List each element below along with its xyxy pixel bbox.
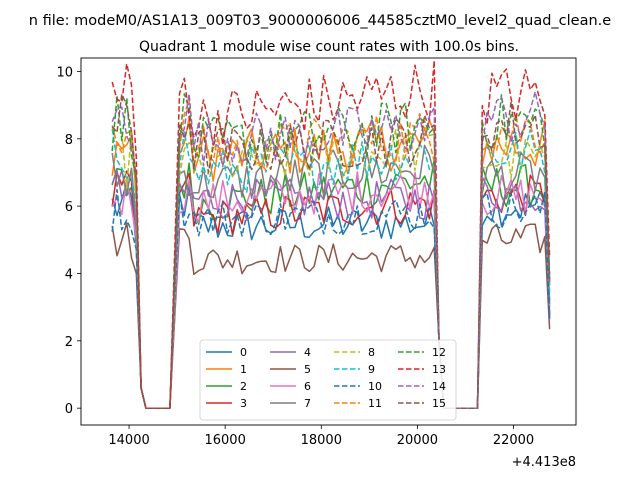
series-line-15 [111,93,551,409]
legend-label-1: 1 [240,363,247,376]
y-tick-label: 0 [65,402,73,417]
y-tick-label: 10 [56,65,73,80]
x-offset-label: +4.413e8 [512,455,576,470]
legend-label-8: 8 [368,346,375,359]
legend-label-0: 0 [240,346,247,359]
legend-label-3: 3 [240,397,247,410]
series-line-10 [111,188,551,409]
legend-label-7: 7 [304,397,311,410]
series-layer [111,59,551,409]
legend-label-4: 4 [304,346,311,359]
y-tick-label: 2 [65,335,73,350]
legend-label-2: 2 [240,380,247,393]
chart-title: Quadrant 1 module wise count rates with … [139,39,519,55]
axes-frame [80,57,577,426]
legend-label-12: 12 [432,346,446,359]
legend-label-14: 14 [432,380,446,393]
y-tick-label: 6 [65,200,73,215]
legend-label-6: 6 [304,380,311,393]
x-tick-label: 18000 [301,433,342,448]
x-tick-label: 20000 [397,433,438,448]
x-tick-label: 16000 [204,433,245,448]
chart-suptitle: n file: modeM0/AS1A13_009T03_9000006006_… [29,13,612,29]
legend-label-13: 13 [432,363,446,376]
legend-label-15: 15 [432,397,446,410]
x-tick-label: 14000 [108,433,149,448]
legend-box [199,339,457,421]
x-tick-label: 22000 [493,433,534,448]
legend-label-5: 5 [304,363,311,376]
legend-label-10: 10 [368,380,382,393]
legend-label-11: 11 [368,397,382,410]
y-tick-label: 8 [65,133,73,148]
y-tick-label: 4 [65,267,73,282]
legend-label-9: 9 [368,363,375,376]
